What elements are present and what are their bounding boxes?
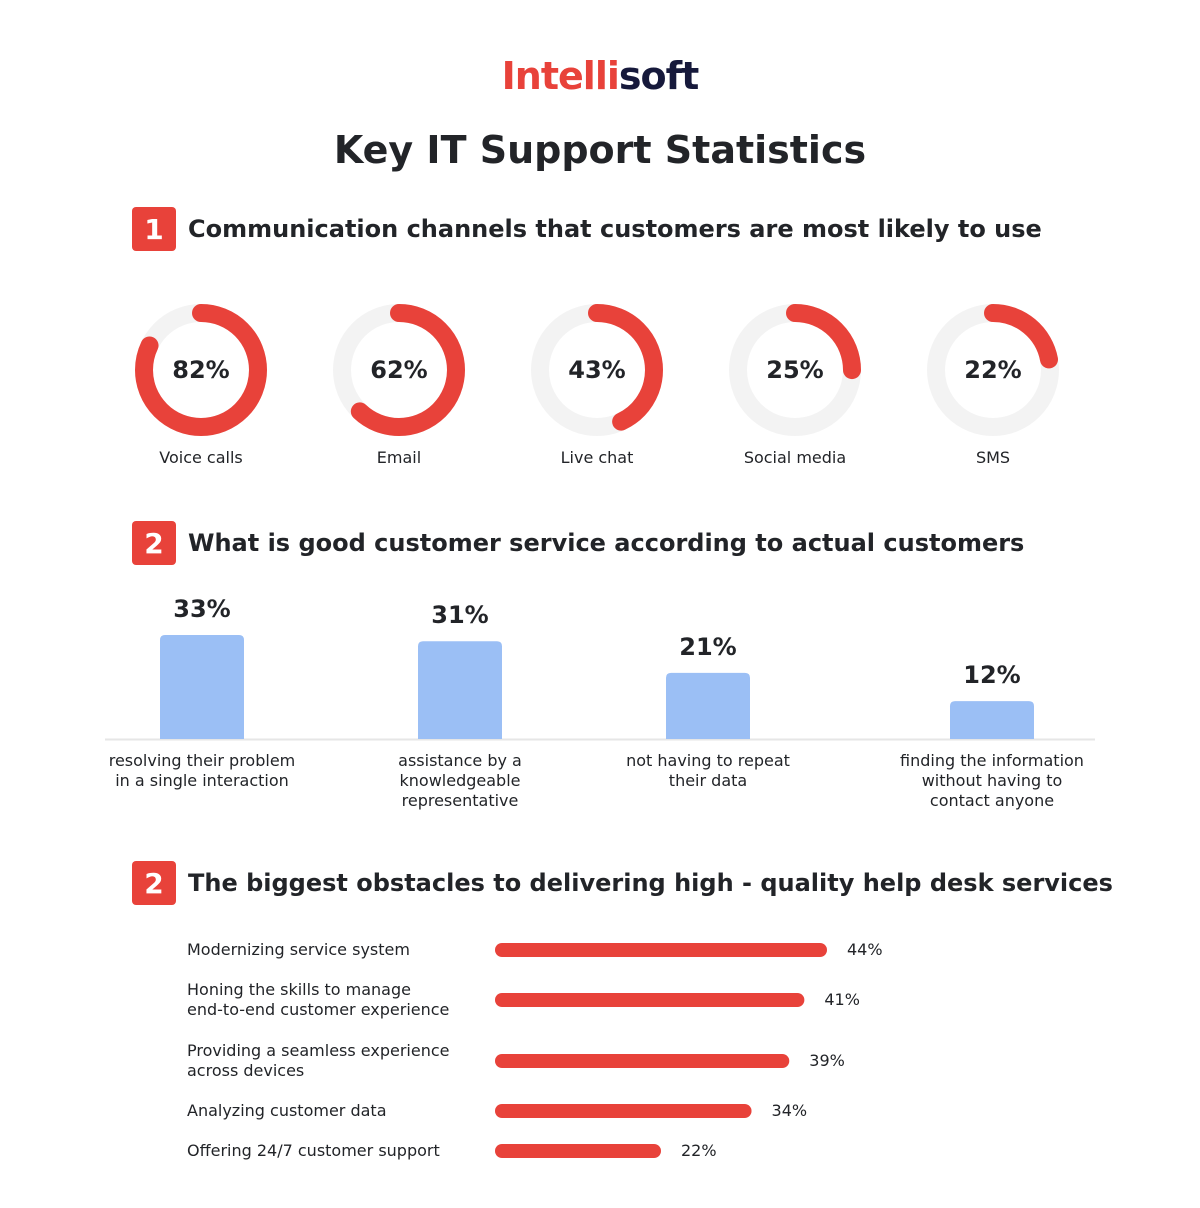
donut-4: 22% SMS	[923, 300, 1063, 467]
donut-value-label: 43%	[568, 356, 626, 384]
donut-1: 62% Email	[329, 300, 469, 467]
donut-category-label: Voice calls	[159, 448, 243, 467]
logo-part-2: soft	[618, 54, 699, 98]
donut-arc	[135, 304, 267, 436]
donut-category-label: Live chat	[560, 448, 634, 467]
section-2-badge: 2	[132, 521, 176, 565]
hbar-category-label: Honing the skills to manage end-to-end c…	[187, 980, 450, 1019]
hbar-category-label: Providing a seamless experience across d…	[187, 1041, 450, 1080]
hbar-1	[495, 993, 805, 1007]
donut-category-label: Email	[376, 448, 422, 467]
section-2-header: 2 What is good customer service accordin…	[132, 521, 1024, 565]
hbar-value-label: 22%	[681, 1141, 717, 1160]
donut-2: 43% Live chat	[527, 300, 667, 467]
brand-logo: Intellisoft	[0, 50, 1200, 102]
hbar-category-label: Modernizing service system	[187, 940, 410, 959]
hbar-0	[495, 943, 827, 957]
section-3-badge: 2	[132, 861, 176, 905]
donut-category-label: SMS	[975, 448, 1011, 467]
donut-3: 25% Social media	[725, 300, 865, 467]
bar-value-label: 31%	[431, 601, 489, 630]
donut-arc	[333, 304, 465, 436]
hbar-value-label: 34%	[771, 1101, 808, 1120]
hbar-category-label: Offering 24/7 customer support	[187, 1141, 440, 1160]
hbar-4	[495, 1144, 661, 1158]
bar-value-label: 12%	[963, 661, 1021, 690]
section-2-title: What is good customer service according …	[188, 529, 1025, 557]
hbar-category-label: Analyzing customer data	[187, 1101, 387, 1120]
hbar-2	[495, 1054, 790, 1068]
donut-0: 82% Voice calls	[131, 300, 271, 467]
bar-value-label: 21%	[679, 632, 737, 661]
hbar-3	[495, 1104, 752, 1118]
section-1-badge: 1	[132, 207, 176, 251]
bar-value-label: 33%	[173, 595, 231, 623]
donut-value-label: 25%	[766, 356, 824, 384]
donut-value-label: 62%	[370, 356, 428, 384]
donut-category-label: Social media	[743, 448, 847, 467]
hbar-value-label: 39%	[809, 1051, 845, 1070]
section-1-title: Communication channels that customers ar…	[188, 215, 1042, 243]
donut-arc	[531, 304, 663, 436]
bar-category-label: not having to repeat their data	[626, 751, 790, 790]
hbar-value-label: 41%	[824, 990, 860, 1009]
section-3-header: 2 The biggest obstacles to delivering hi…	[132, 861, 1113, 905]
bar-category-label: finding the information without having t…	[900, 751, 1084, 810]
donut-value-label: 22%	[964, 356, 1022, 384]
page-title: Key IT Support Statistics	[333, 128, 867, 172]
donut-arc	[729, 304, 861, 436]
logo-part-1: Intelli	[501, 54, 620, 98]
bar-category-label: assistance by a knowledgeable representa…	[398, 751, 522, 810]
section-3-title: The biggest obstacles to delivering high…	[188, 869, 1113, 897]
donut-arc	[927, 304, 1059, 436]
bar-category-label: resolving their problem in a single inte…	[108, 751, 296, 790]
section-1-header: 1 Communication channels that customers …	[132, 207, 1042, 251]
donut-value-label: 82%	[172, 356, 230, 384]
hbar-value-label: 44%	[847, 940, 883, 959]
